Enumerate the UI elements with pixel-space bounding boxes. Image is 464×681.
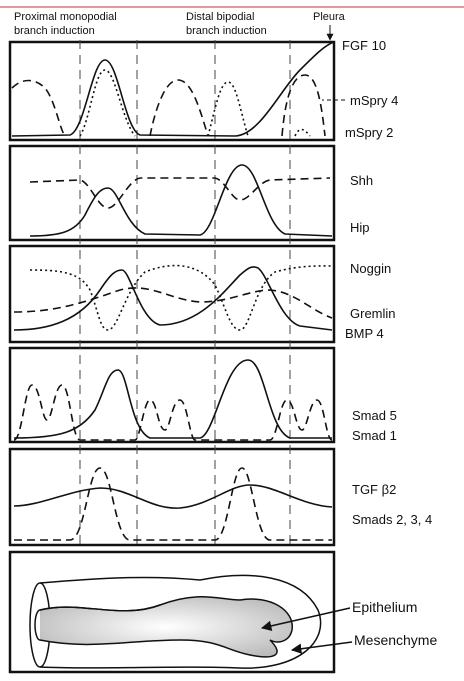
panel-1-curves [11, 41, 335, 137]
label: Smads 2, 3, 4 [352, 512, 432, 527]
lung-bud-drawing [29, 574, 322, 669]
header-distal: branch induction [186, 25, 267, 37]
label: Noggin [350, 261, 391, 276]
panel-2-curves [29, 164, 333, 237]
label: Epithelium [352, 599, 417, 615]
mesenchyme-arrow [290, 641, 353, 654]
label: mSpry 4 [350, 93, 398, 108]
header-distal: Distal bipodial [186, 11, 254, 23]
label: Gremlin [350, 306, 396, 321]
panel-4-curves [13, 359, 333, 441]
label: Mesenchyme [354, 632, 437, 648]
label: FGF 10 [342, 38, 386, 53]
panel-3-curves [13, 264, 333, 331]
header-proximal: branch induction [14, 25, 95, 37]
label: Hip [350, 220, 370, 235]
label: Shh [350, 173, 373, 188]
panel-5-curves [13, 467, 333, 541]
epithelium-arrow [260, 607, 351, 632]
header-pleura: Pleura [313, 11, 346, 23]
label: Smad 1 [352, 428, 397, 443]
stage-dividers [79, 40, 291, 548]
label: mSpry 2 [345, 125, 393, 140]
panels [8, 40, 336, 674]
label: Smad 5 [352, 408, 397, 423]
header-proximal: Proximal monopodial [14, 11, 117, 23]
label: BMP 4 [345, 326, 384, 341]
label: TGF β2 [352, 482, 396, 497]
